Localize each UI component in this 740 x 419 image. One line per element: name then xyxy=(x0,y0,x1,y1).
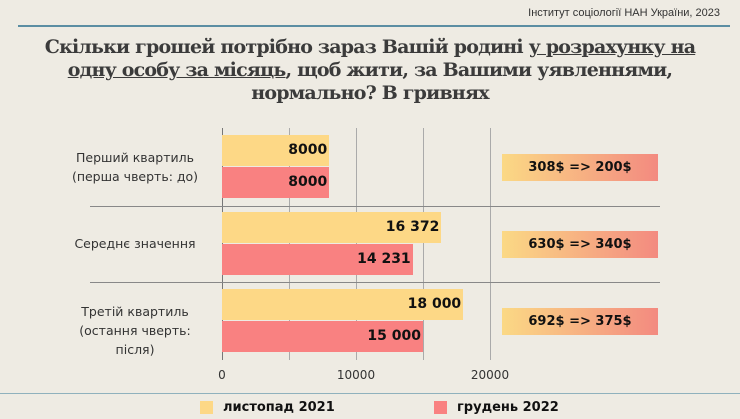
bar-2022 xyxy=(222,321,423,352)
data-label: 16 372 xyxy=(385,219,440,235)
data-label: 8000 xyxy=(288,142,328,158)
divider xyxy=(0,393,740,394)
category-label: Перший квартиль (перша чверть: до) xyxy=(60,148,210,186)
legend-item-2022: грудень 2022 xyxy=(434,400,559,415)
data-label: 14 231 xyxy=(357,251,411,267)
gridline xyxy=(490,128,491,360)
usd-annotation: 630$ => 340$ xyxy=(502,231,658,258)
chart-title: Скільки грошей потрібно зараз Вашій роди… xyxy=(44,36,696,104)
legend-swatch xyxy=(200,401,213,414)
x-tick-label: 0 xyxy=(218,368,226,382)
category-label: Середнє значення xyxy=(60,234,210,253)
row-separator xyxy=(90,206,660,207)
category-line: Середнє значення xyxy=(74,236,196,251)
legend-item-2021: листопад 2021 xyxy=(200,400,335,415)
usd-annotation: 692$ => 375$ xyxy=(502,308,658,335)
bar-2021 xyxy=(222,135,330,166)
bar-2022 xyxy=(222,167,330,198)
data-label: 18 000 xyxy=(407,296,462,312)
category-line: (перша чверть: до) xyxy=(71,169,199,184)
usd-annotation: 308$ => 200$ xyxy=(502,154,658,181)
row-separator xyxy=(90,282,660,283)
source-label: Інститут соціології НАН України, 2023 xyxy=(528,7,720,19)
bar-2022 xyxy=(222,244,413,275)
x-tick-label: 10000 xyxy=(336,368,376,382)
category-line: Третій квартиль xyxy=(81,304,189,319)
data-label: 8000 xyxy=(288,174,328,190)
x-tick-label: 20000 xyxy=(470,368,510,382)
category-line: Перший квартиль xyxy=(76,150,194,165)
divider xyxy=(18,25,730,27)
data-label: 15 000 xyxy=(367,328,421,344)
legend-swatch xyxy=(434,401,447,414)
bar-2021 xyxy=(222,212,442,243)
bar-2021 xyxy=(222,289,464,320)
gridline xyxy=(423,128,424,360)
category-line: (остання чверть: після) xyxy=(79,323,191,357)
category-label: Третій квартиль (остання чверть: після) xyxy=(60,302,210,359)
